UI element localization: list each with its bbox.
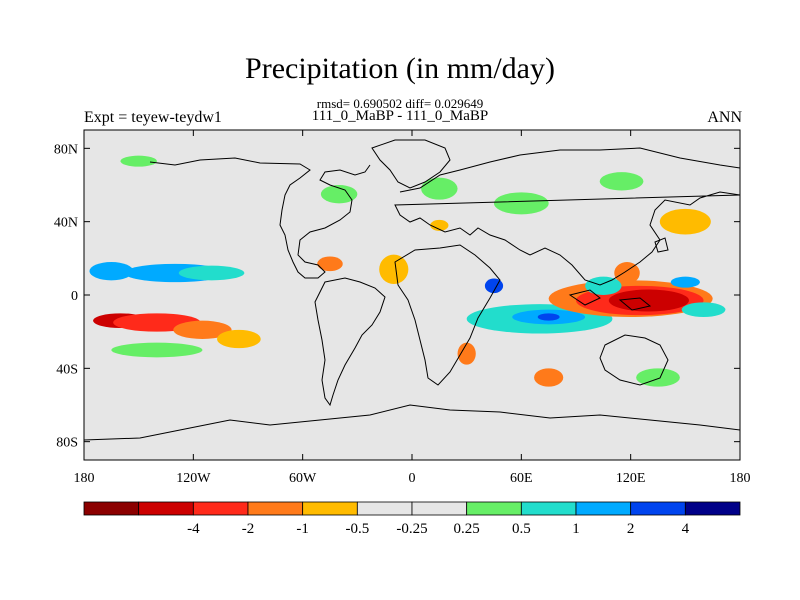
precip-anomaly	[89, 262, 134, 281]
colorbar-label: 0.25	[454, 521, 480, 537]
colorbar-swatch	[520, 501, 577, 516]
lon-tick-label: 180	[730, 471, 751, 486]
colorbar-swatch	[138, 501, 194, 516]
precip-anomaly	[173, 320, 232, 340]
precip-anomaly	[111, 342, 203, 358]
colorbar-label: 1	[572, 521, 580, 537]
precip-anomaly	[430, 219, 449, 231]
colorbar-label: 2	[627, 521, 635, 537]
colorbar-swatch	[575, 501, 632, 516]
coastline-north-america	[149, 157, 371, 279]
lat-tick-label: 80N	[54, 142, 78, 157]
lon-tick-label: 120E	[616, 471, 646, 486]
map-title: Precipitation (in mm/day)	[245, 52, 555, 85]
colorbar-swatch	[247, 501, 304, 516]
precip-anomaly	[681, 302, 726, 317]
colorbar-swatch	[630, 501, 686, 516]
colorbar: -4 -2 -1 -0.5 -0.25 0.25 0.5 1 2 4	[83, 501, 741, 537]
precip-anomaly	[493, 192, 549, 215]
season-label: ANN	[707, 109, 742, 126]
colorbar-swatch	[466, 501, 522, 516]
precip-anomaly	[659, 208, 711, 235]
lat-tick-label: 40S	[56, 362, 78, 377]
precip-anomaly	[320, 185, 358, 204]
precip-anomaly	[534, 368, 564, 387]
colorbar-label: -2	[242, 521, 255, 537]
coastline-africa	[394, 244, 501, 386]
coastline-greenland	[371, 139, 451, 189]
lon-tick-label: 60E	[510, 471, 533, 486]
precip-anomaly	[457, 342, 476, 365]
precip-anomaly	[317, 256, 343, 272]
lat-tick-label: 0	[71, 289, 78, 304]
colorbar-swatch	[411, 501, 468, 516]
precip-anomaly	[379, 254, 409, 284]
colorbar-label: -4	[187, 521, 200, 537]
precip-anomaly	[585, 276, 622, 296]
precip-anomaly	[178, 265, 245, 281]
precip-anomaly	[599, 172, 644, 191]
coastline-europe-asia	[394, 147, 740, 286]
colorbar-label: -1	[296, 521, 309, 537]
precip-anomaly	[421, 177, 458, 200]
lon-tick-label: 120W	[176, 471, 211, 486]
precip-anomaly	[217, 329, 261, 349]
precip-anomaly	[537, 313, 560, 321]
coastline-south-america	[314, 277, 386, 407]
colorbar-swatch	[356, 501, 413, 516]
coastline-antarctica	[84, 404, 740, 441]
colorbar-label: -0.5	[345, 521, 369, 537]
precip-anomaly	[608, 289, 689, 312]
precip-anomaly	[670, 276, 700, 288]
colorbar-swatch	[684, 501, 741, 516]
experiment-label: Expt = teyew-teydw1	[84, 109, 222, 126]
colorbar-label: 4	[682, 521, 690, 537]
lon-tick-label: 180	[74, 471, 95, 486]
map-axes: 180 120W 60W 0 60E 120E 180 80N 40N 0 40S 80S	[54, 130, 751, 486]
lon-tick-label: 60W	[289, 471, 317, 486]
precip-anomaly	[614, 262, 640, 284]
lat-tick-label: 80S	[56, 436, 78, 451]
map-subtitle: 111_0_MaBP - 111_0_MaBP	[311, 108, 489, 124]
coastline-islands	[568, 237, 669, 311]
lat-tick-label: 40N	[54, 216, 78, 231]
coastline-australia	[599, 334, 669, 386]
colorbar-swatch	[83, 501, 140, 516]
colorbar-label: 0.5	[512, 521, 531, 537]
colorbar-swatch	[192, 501, 249, 516]
coastlines	[84, 139, 740, 441]
lon-tick-label: 0	[409, 471, 416, 486]
stats-text: rmsd= 0.690502 diff= 0.029649	[316, 96, 484, 111]
colorbar-swatch	[302, 501, 358, 516]
colorbar-label: -0.25	[396, 521, 427, 537]
precip-anomaly	[120, 155, 157, 167]
